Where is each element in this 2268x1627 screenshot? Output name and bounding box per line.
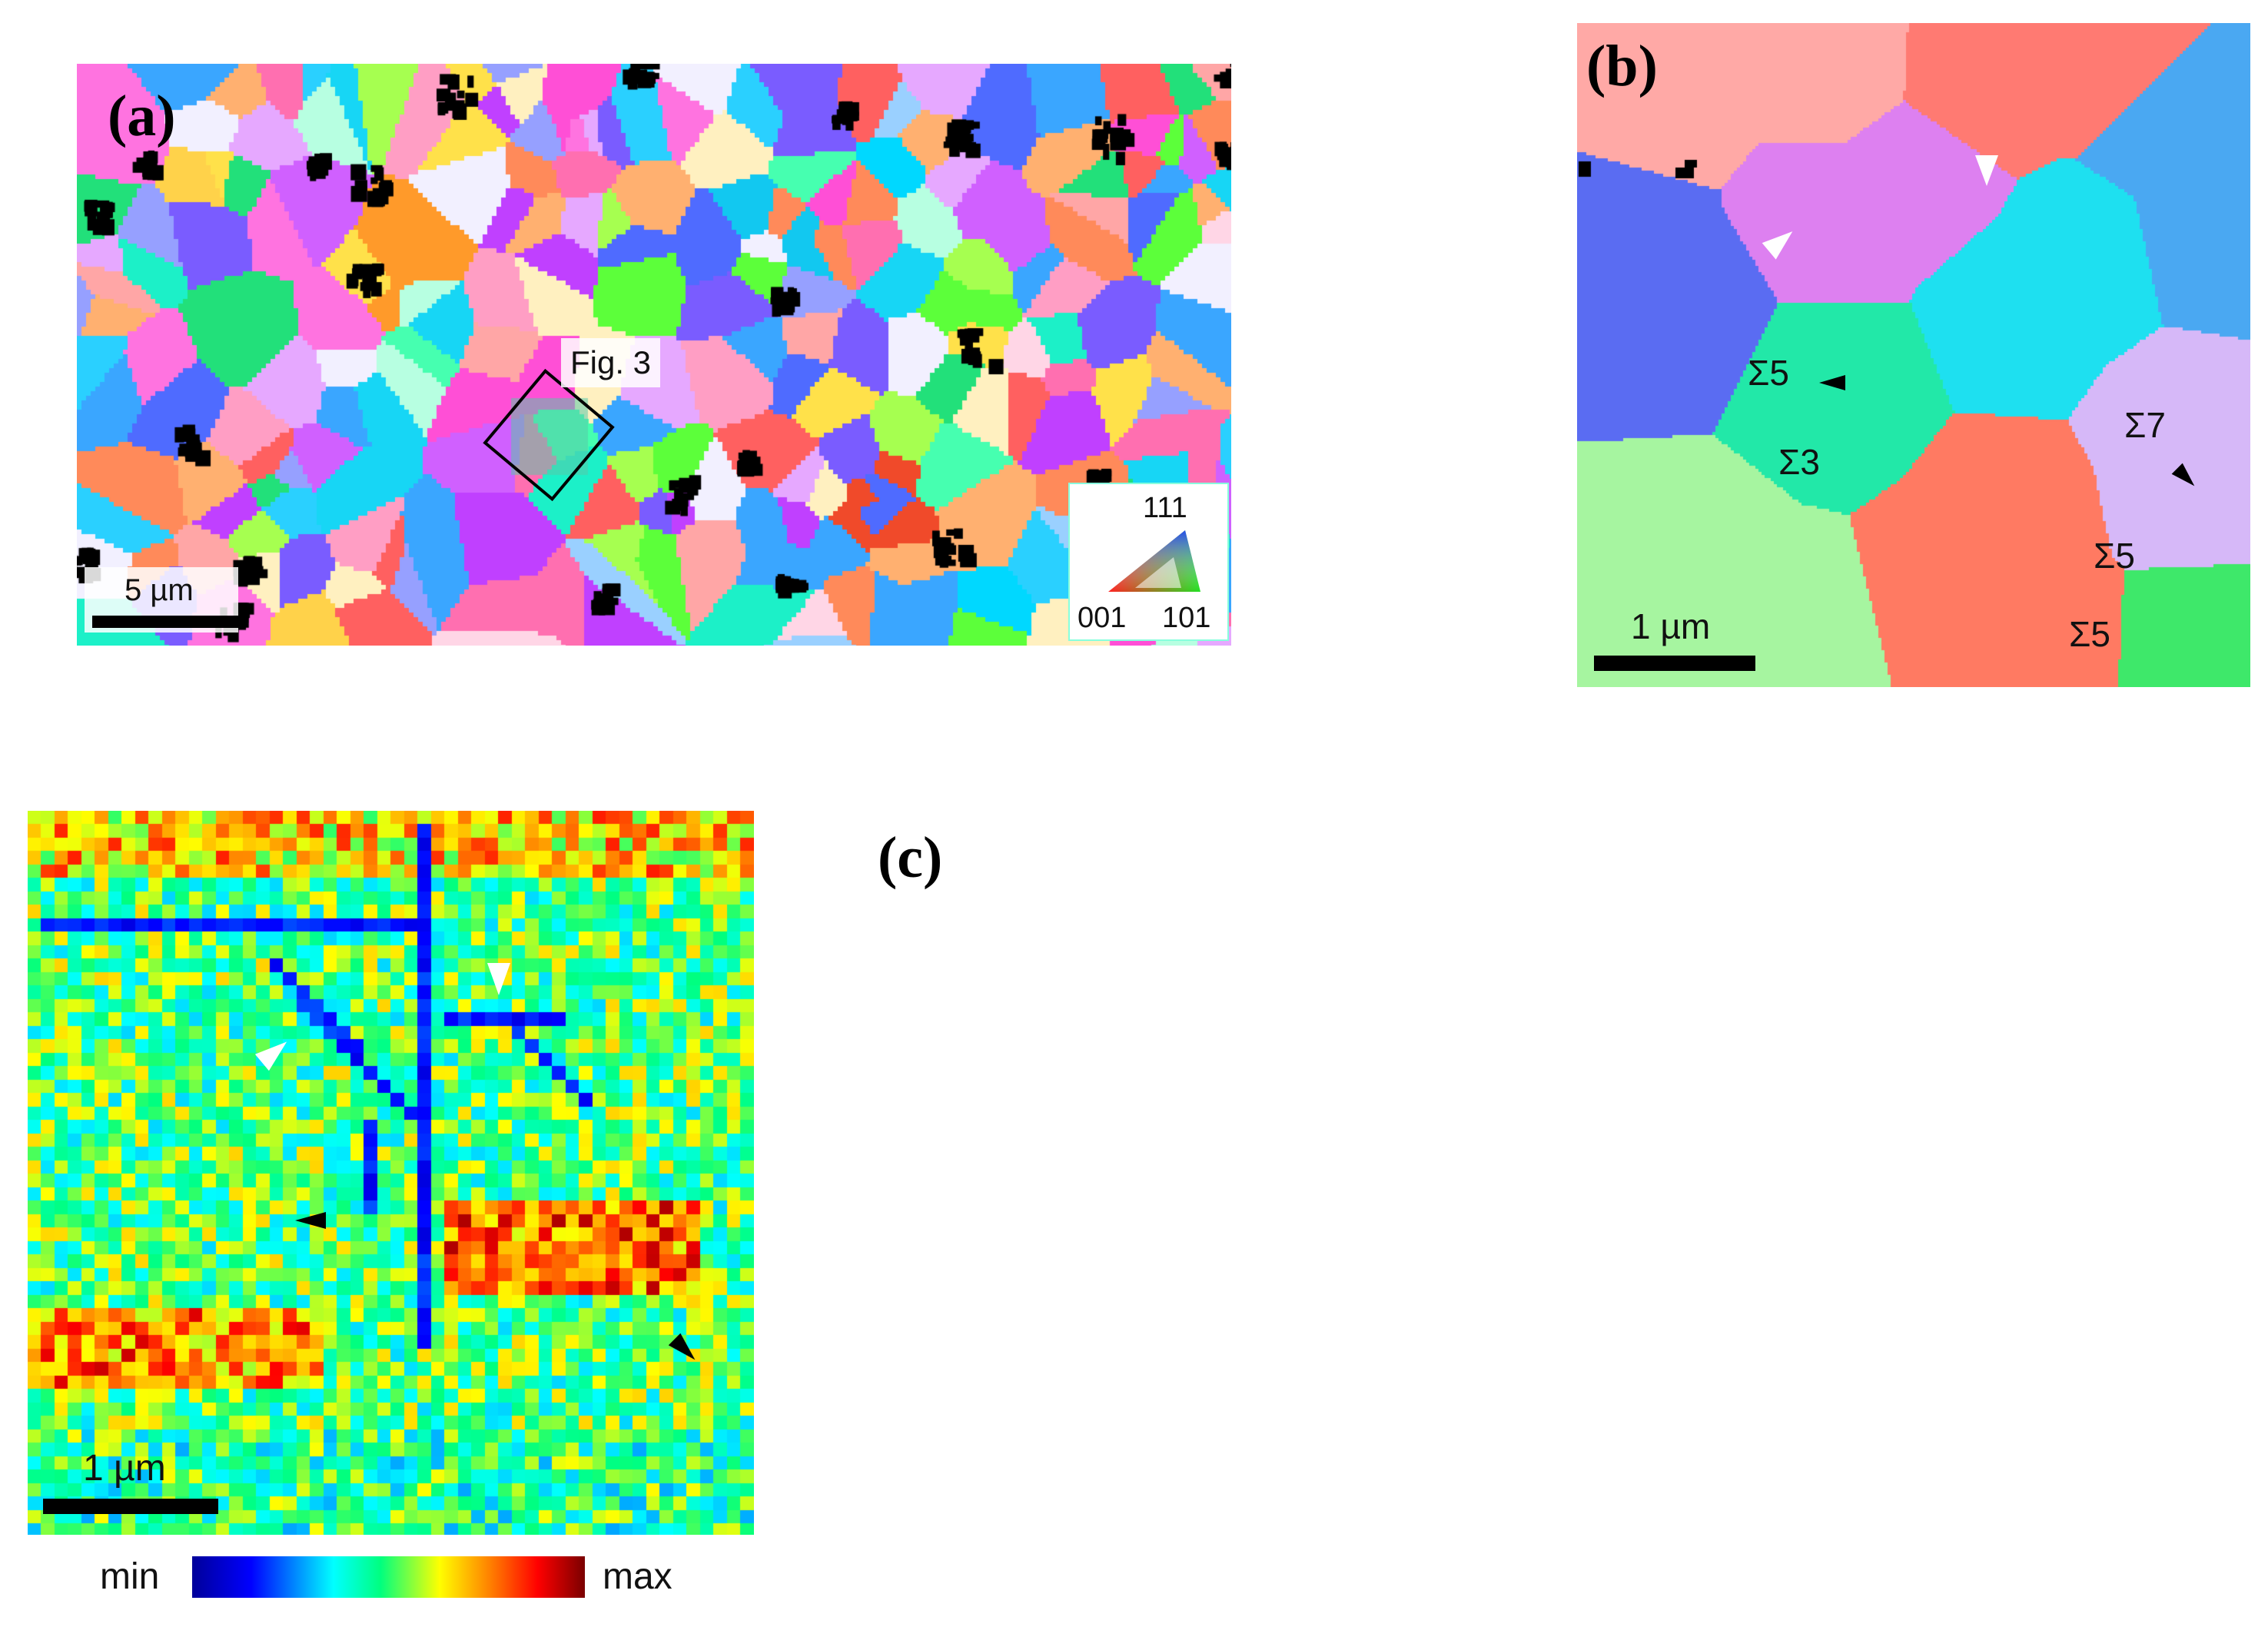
scalebar-a: [92, 616, 238, 628]
scalebar-label-b: 1 µm: [1631, 606, 1711, 646]
scalebar-c: [43, 1499, 218, 1514]
ipf-legend: 111 001 101: [1068, 483, 1229, 641]
misorientation-map-c: 1 µm: [28, 811, 754, 1535]
scalebar-b: [1594, 656, 1755, 671]
panel-label-a: (a): [108, 84, 176, 148]
black-arrow-icon: [295, 1212, 326, 1229]
white-arrow-icon: [487, 963, 510, 995]
ebsd-zoom-map-b: (b) Σ5 Σ3 Σ7 Σ5 Σ5 1 µm: [1577, 23, 2250, 687]
ipf-triangle-icon: [1108, 530, 1200, 592]
colorbar-min-label: min: [100, 1556, 160, 1597]
ipf-label-001: 001: [1078, 602, 1127, 634]
sigma5-label: Σ5: [1748, 353, 1790, 393]
sigma3-label: Σ3: [1778, 442, 1821, 482]
sigma7-label: Σ7: [2124, 405, 2167, 445]
ebsd-orientation-map-a: Fig. 3 (a) 5 µm 111 001 101: [77, 64, 1231, 646]
white-arrow-icon: [1975, 155, 1998, 186]
scalebar-label-c: 1 µm: [83, 1448, 166, 1489]
sigma5-label: Σ5: [2069, 614, 2111, 654]
panel-label-b: (b): [1586, 34, 1658, 98]
ipf-label-101: 101: [1162, 602, 1211, 634]
colorbar-max-label: max: [603, 1556, 672, 1597]
sigma5-label: Σ5: [2094, 536, 2136, 576]
ipf-label-111: 111: [1143, 492, 1187, 524]
strain-map-image-c: [28, 811, 754, 1535]
scalebar-label-a: 5 µm: [125, 573, 194, 607]
grain-zoom-image-b: [1577, 23, 2250, 687]
panel-label-c: (c): [878, 825, 943, 890]
colorbar: [192, 1556, 585, 1598]
black-arrow-icon: [1819, 375, 1845, 390]
fig3-box-label: Fig. 3: [561, 338, 661, 387]
